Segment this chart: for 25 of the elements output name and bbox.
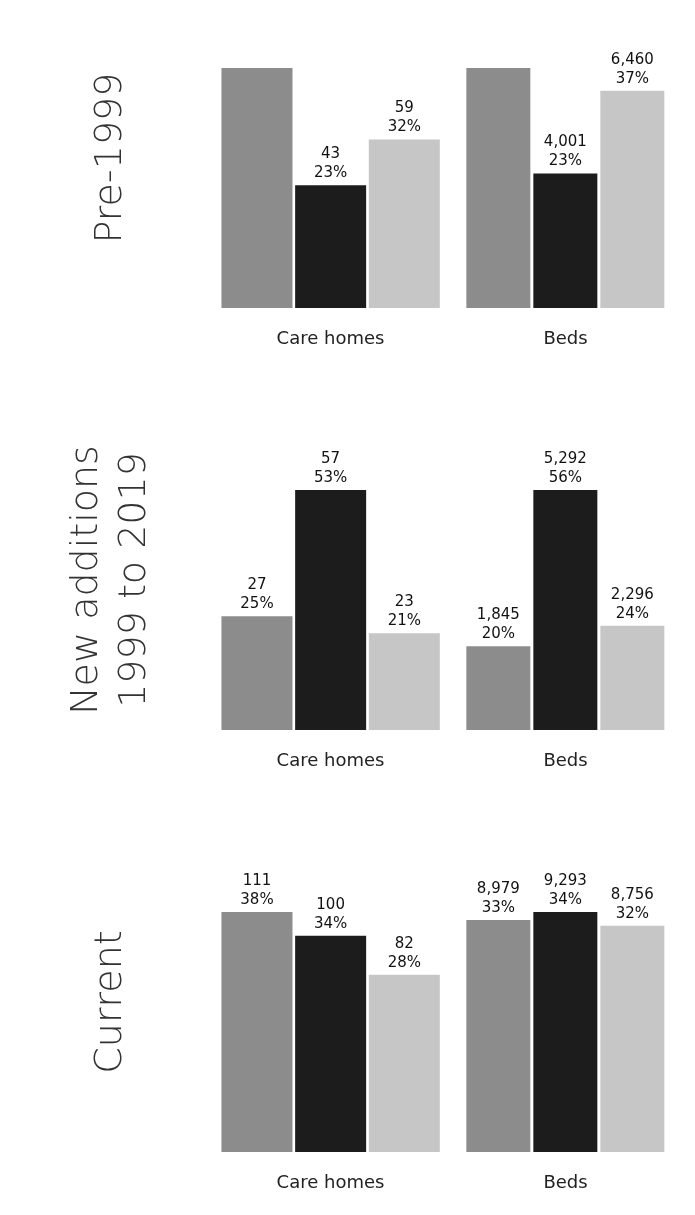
data-label: 6,460 37%: [610, 49, 654, 87]
x-axis-title: Care homes: [276, 749, 385, 770]
data-label: 43 23%: [313, 144, 348, 182]
x-axis-title: Beds: [543, 1171, 588, 1192]
x-axis-title: Care homes: [276, 1171, 385, 1192]
data-label: 4,001 23%: [543, 132, 587, 170]
data-label: 9,293 34%: [543, 871, 587, 908]
data-label: 82 28%: [387, 933, 421, 971]
y-axis-title: Pre-1999: [85, 72, 131, 244]
data-label: 2,296 24%: [610, 584, 654, 622]
data-label: 23 21%: [387, 592, 421, 630]
data-label: 100 34%: [313, 894, 348, 932]
data-label: 8,979 33%: [476, 879, 520, 917]
data-label: 1,845 20%: [476, 605, 520, 643]
y-axis-title: Current: [85, 930, 131, 1074]
data-label: 5,292 56%: [543, 449, 587, 486]
x-axis-title: Beds: [543, 327, 588, 348]
data-label: 57 53%: [313, 449, 348, 486]
data-label: 59 32%: [387, 98, 421, 136]
x-axis-title: Care homes: [276, 327, 385, 348]
data-label: 8,756 32%: [610, 884, 654, 922]
x-axis-title: Beds: [543, 749, 588, 770]
y-axis-title: New additions 1999 to 2019: [61, 445, 155, 715]
data-label: 27 25%: [240, 575, 274, 613]
data-label: 111 38%: [240, 871, 274, 908]
